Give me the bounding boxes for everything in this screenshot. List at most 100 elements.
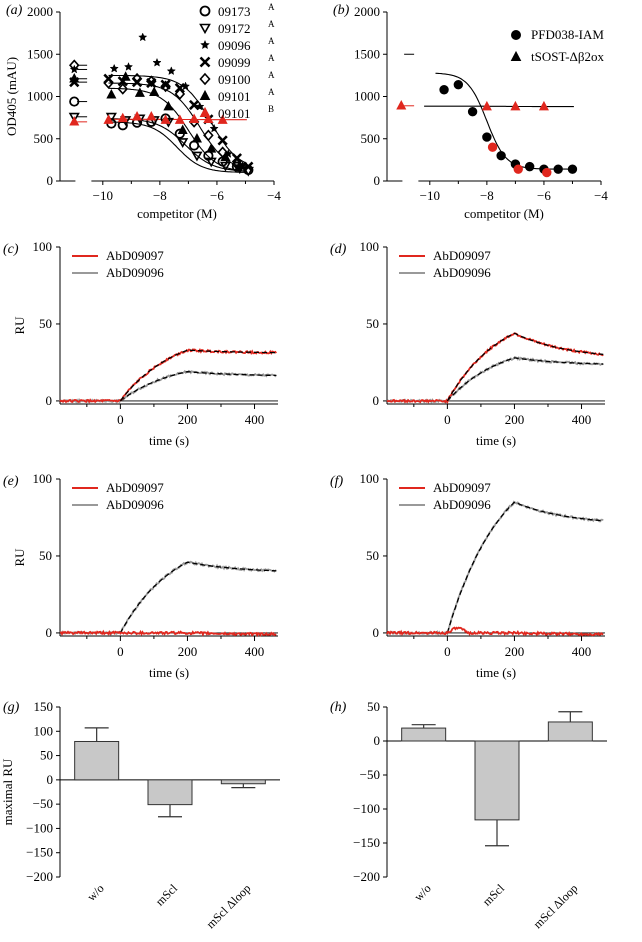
data-point [189,113,200,124]
x-tick-label: 200 [505,644,525,659]
data-point [177,138,189,148]
data-point [567,164,578,174]
legend-marker [199,23,211,35]
panel-5: 0 50 100 0 200 400 time (s) (f) AbD09097 AbD09096 [330,471,605,680]
data-point [138,32,148,42]
panel-label: (h) [330,700,347,715]
data-point [103,114,114,124]
legend-superscript: A [268,87,275,97]
data-point [467,107,478,117]
legend-label: AbD09096 [433,265,491,280]
panel-label: (b) [333,3,350,18]
panel-6: −200 −150 −100 −50 0 50 100 150 maximal RU (g) w/o… [0,699,280,931]
x-axis-label: time (s) [149,433,189,448]
x-tick-label: −6 [210,188,224,203]
panel-label: (d) [330,242,347,257]
x-tick-label: 0 [117,412,124,427]
y-tick-label: −150 [353,835,380,850]
category-label: w/o [84,881,107,904]
trace-abd09097 [386,332,604,405]
data-point [510,100,521,111]
trace-abd09096 [386,500,604,636]
legend-superscript: A [268,53,275,63]
control-point [396,100,407,110]
data-point [205,157,217,168]
data-point [132,111,143,121]
x-tick-label: 0 [444,412,451,427]
legend-label: 09099 [218,55,251,70]
category-label: mScl [153,881,181,909]
legend-label: AbD09097 [433,480,491,495]
legend-label: 09100 [218,72,251,87]
trace-abd09096 [59,560,277,636]
data-point [487,142,498,152]
data-point [177,124,188,134]
data-point [542,167,552,178]
y-tick-label: −50 [33,796,53,811]
y-tick-label: 1000 [354,89,380,104]
fit-line [446,501,604,634]
series-6 [69,111,228,126]
x-tick-label: −4 [267,188,281,203]
data-point [439,85,449,95]
y-tick-label: −100 [353,801,380,816]
y-tick-label: 2000 [354,4,380,19]
category-label: w/o [411,881,434,904]
y-tick-label: 50 [366,548,379,563]
legend-superscript: A [268,19,275,29]
data-point [217,135,228,146]
data-point [220,151,231,162]
legend-label: 09173 [218,4,251,19]
legend-marker [199,56,211,68]
x-tick-label: 400 [572,644,592,659]
y-axis-label: RU [12,316,27,335]
control-point [68,112,80,123]
panel-3: 0 50 100 0 200 400 time (s) (d) AbD09097 AbD09096 [330,239,605,448]
data-point [103,77,114,89]
bar [547,721,593,742]
data-point [160,114,171,124]
data-point [174,88,186,100]
panel-label: (c) [3,242,19,257]
legend-label: AbD09097 [106,248,164,263]
y-tick-label: 100 [360,471,380,486]
x-tick-label: 400 [245,412,265,427]
legend-marker [199,72,211,86]
legend-label: AbD09097 [433,248,491,263]
x-tick-label: −6 [537,188,551,203]
data-point [120,71,131,81]
y-tick-label: 50 [366,316,379,331]
y-tick-label: 50 [39,316,52,331]
y-tick-label: 50 [39,548,52,563]
legend-label: 09172 [218,21,251,36]
data-point [513,164,523,174]
bar [401,727,447,742]
x-tick-label: −8 [153,188,167,203]
x-axis-label: time (s) [476,433,516,448]
data-point [152,57,162,67]
data-point [203,113,214,124]
data-point [174,114,185,124]
panel-4: 0 50 100 0 200 400 time (s) RU (e) AbD09097 AbD090… [3,471,278,680]
series-2 [396,100,549,111]
legend-superscript: A [268,70,275,80]
y-tick-label: 500 [34,131,54,146]
category-label: mScl Δloop [530,881,580,931]
y-tick-label: −200 [353,869,380,884]
data-point [160,80,171,93]
bar [220,779,266,785]
y-tick-label: 50 [40,748,53,763]
data-point [234,160,245,170]
data-point [123,62,134,71]
trace-abd09096 [59,369,277,404]
y-tick-label: 0 [373,393,380,408]
data-point [146,111,157,121]
panel-0: 0 500 1000 1500 2000 −10 −8 −6 −4 competitor (M) O… [4,3,281,221]
bar [147,779,193,806]
data-point [131,72,143,85]
x-axis-label: competitor (M) [137,206,217,221]
fit-line [446,332,604,402]
x-tick-label: 400 [245,644,265,659]
fit-line [119,349,277,402]
